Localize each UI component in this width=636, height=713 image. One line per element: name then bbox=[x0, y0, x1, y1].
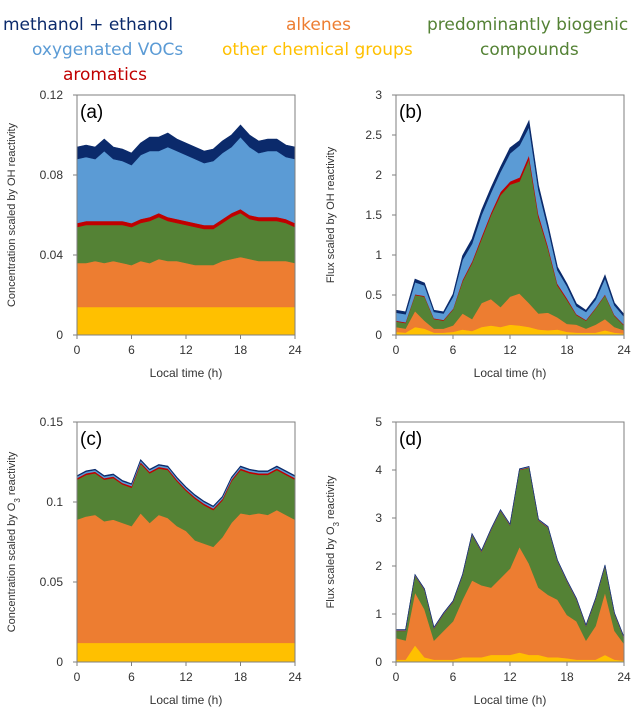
y-tick-label: 1.5 bbox=[365, 208, 382, 222]
y-tick-label: 0.04 bbox=[40, 248, 64, 262]
y-tick-label: 0 bbox=[375, 328, 382, 342]
x-axis-label: Local time (h) bbox=[150, 366, 223, 380]
legend-other-chemical-groups: other chemical groups bbox=[222, 40, 413, 60]
x-tick-label: 24 bbox=[617, 343, 631, 357]
legend-biogenic-line1: predominantly biogenic bbox=[427, 15, 629, 35]
x-tick-label: 18 bbox=[560, 670, 574, 684]
chart-panel-b: 0 0.5 1 1.5 2 2.5 3 0 6 12 18 24 Local time (h) Flux … bbox=[325, 88, 631, 380]
area-other-chemical-groups bbox=[76, 306, 296, 336]
y-tick-label: 0 bbox=[56, 328, 63, 342]
chart-legend: methanol + ethanol oxygenated VOCs aroma… bbox=[0, 0, 636, 95]
panel-label: (c) bbox=[80, 429, 102, 450]
x-axis-label: Local time (h) bbox=[474, 366, 547, 380]
y-tick-label: 0.5 bbox=[365, 288, 382, 302]
x-tick-label: 12 bbox=[503, 343, 517, 357]
y-tick-label: 0 bbox=[375, 655, 382, 669]
x-tick-label: 6 bbox=[128, 343, 135, 357]
legend-aromatics: aromatics bbox=[63, 65, 148, 85]
x-tick-label: 18 bbox=[234, 343, 248, 357]
y-axis-label: Flux scaled by O3 reactivity bbox=[325, 475, 341, 608]
panel-label: (b) bbox=[399, 102, 422, 123]
legend-alkenes: alkenes bbox=[286, 15, 351, 35]
x-axis-label: Local time (h) bbox=[474, 693, 547, 707]
x-tick-label: 6 bbox=[128, 670, 135, 684]
y-tick-label: 0.08 bbox=[40, 168, 64, 182]
y-tick-label: 0.05 bbox=[40, 575, 64, 589]
x-tick-label: 12 bbox=[503, 670, 517, 684]
panel-label: (d) bbox=[399, 429, 422, 450]
y-tick-label: 0 bbox=[56, 655, 63, 669]
x-tick-label: 12 bbox=[179, 343, 193, 357]
y-tick-label: 2.5 bbox=[365, 128, 382, 142]
y-tick-label: 0.12 bbox=[40, 88, 64, 102]
y-tick-label: 0.1 bbox=[46, 495, 63, 509]
y-axis-label: Concentration scaled by OH reactivity bbox=[6, 122, 18, 307]
panel-label: (a) bbox=[80, 102, 103, 123]
x-tick-label: 6 bbox=[450, 343, 457, 357]
x-tick-label: 0 bbox=[393, 343, 400, 357]
x-tick-label: 0 bbox=[393, 670, 400, 684]
legend-biogenic-line2: compounds bbox=[480, 40, 579, 60]
y-tick-label: 2 bbox=[375, 168, 382, 182]
y-tick-label: 2 bbox=[375, 559, 382, 573]
x-tick-label: 0 bbox=[74, 670, 81, 684]
y-tick-label: 5 bbox=[375, 415, 382, 429]
y-axis-label: Flux scaled by OH reactivity bbox=[325, 146, 337, 283]
x-tick-label: 24 bbox=[288, 343, 302, 357]
legend-oxygenated-vocs: oxygenated VOCs bbox=[32, 40, 184, 60]
x-axis-label: Local time (h) bbox=[150, 693, 223, 707]
y-tick-label: 1 bbox=[375, 248, 382, 262]
area-alkenes bbox=[76, 256, 296, 308]
legend-methanol-ethanol: methanol + ethanol bbox=[3, 15, 174, 35]
y-tick-label: 3 bbox=[375, 88, 382, 102]
chart-panel-a: 0 0.04 0.08 0.12 0 6 12 18 24 Local time (h) Conce… bbox=[6, 88, 302, 380]
x-tick-label: 24 bbox=[288, 670, 302, 684]
y-axis-label: Concentration scaled by O3 reactivity bbox=[6, 451, 22, 632]
x-tick-label: 18 bbox=[560, 343, 574, 357]
y-tick-label: 0.15 bbox=[40, 415, 64, 429]
chart-panel-c: 0 0.05 0.1 0.15 0 6 12 18 24 Local time (h) Concen… bbox=[6, 415, 302, 707]
x-tick-label: 6 bbox=[450, 670, 457, 684]
x-tick-label: 24 bbox=[617, 670, 631, 684]
y-tick-label: 3 bbox=[375, 511, 382, 525]
area-other-chemical-groups bbox=[76, 642, 296, 663]
x-tick-label: 18 bbox=[234, 670, 248, 684]
x-tick-label: 0 bbox=[74, 343, 81, 357]
y-tick-label: 4 bbox=[375, 463, 382, 477]
x-tick-label: 12 bbox=[179, 670, 193, 684]
y-tick-label: 1 bbox=[375, 607, 382, 621]
